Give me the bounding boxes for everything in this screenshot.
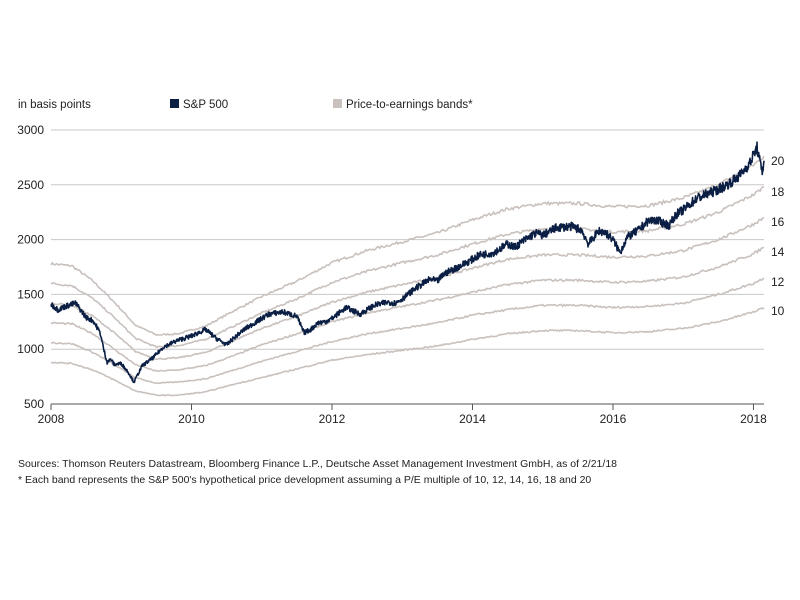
y-tick-label: 3000 [17, 123, 44, 137]
pe-band-16 [50, 216, 765, 361]
legend-label-bands: Price-to-earnings bands* [346, 99, 473, 111]
band-label-12: 12 [771, 275, 785, 289]
x-tick-label: 2008 [38, 412, 65, 426]
band-label-16: 16 [771, 215, 785, 229]
pe-band-12 [50, 277, 765, 385]
pe-band-18 [50, 186, 765, 349]
band-footnote: * Each band represents the S&P 500's hyp… [18, 474, 592, 486]
legend-swatch-sp500 [170, 99, 179, 108]
band-label-18: 18 [771, 185, 785, 199]
axes: 500 1000 1500 2000 2500 3000 2008 2010 2012 2014 2… [17, 123, 767, 426]
band-label-10: 10 [771, 304, 785, 318]
x-tick-label: 2010 [178, 412, 205, 426]
legend-label-sp500: S&P 500 [183, 99, 228, 111]
band-label-20: 20 [771, 154, 785, 168]
pe-band-10 [50, 306, 765, 397]
pe-band-14 [50, 246, 765, 373]
y-tick-label: 1000 [17, 342, 44, 356]
sp500-line [50, 141, 765, 384]
pe-band-20 [50, 155, 765, 337]
band-labels: 10 12 14 16 18 20 [771, 154, 785, 318]
y-tick-label: 1500 [17, 287, 44, 301]
x-tick-label: 2018 [740, 412, 767, 426]
band-label-14: 14 [771, 245, 785, 259]
y-tick-label: 2000 [17, 233, 44, 247]
legend-swatch-bands [333, 99, 342, 108]
sp500-series [50, 141, 765, 384]
gridlines [51, 129, 764, 350]
x-tick-label: 2012 [319, 412, 346, 426]
sources-note: Sources: Thomson Reuters Datastream, Blo… [18, 458, 617, 470]
y-tick-label: 2500 [17, 178, 44, 192]
pe-bands [50, 155, 765, 397]
y-tick-label: 500 [24, 397, 44, 411]
x-tick-label: 2016 [600, 412, 627, 426]
unit-label: in basis points [18, 99, 91, 111]
x-tick-label: 2014 [459, 412, 486, 426]
